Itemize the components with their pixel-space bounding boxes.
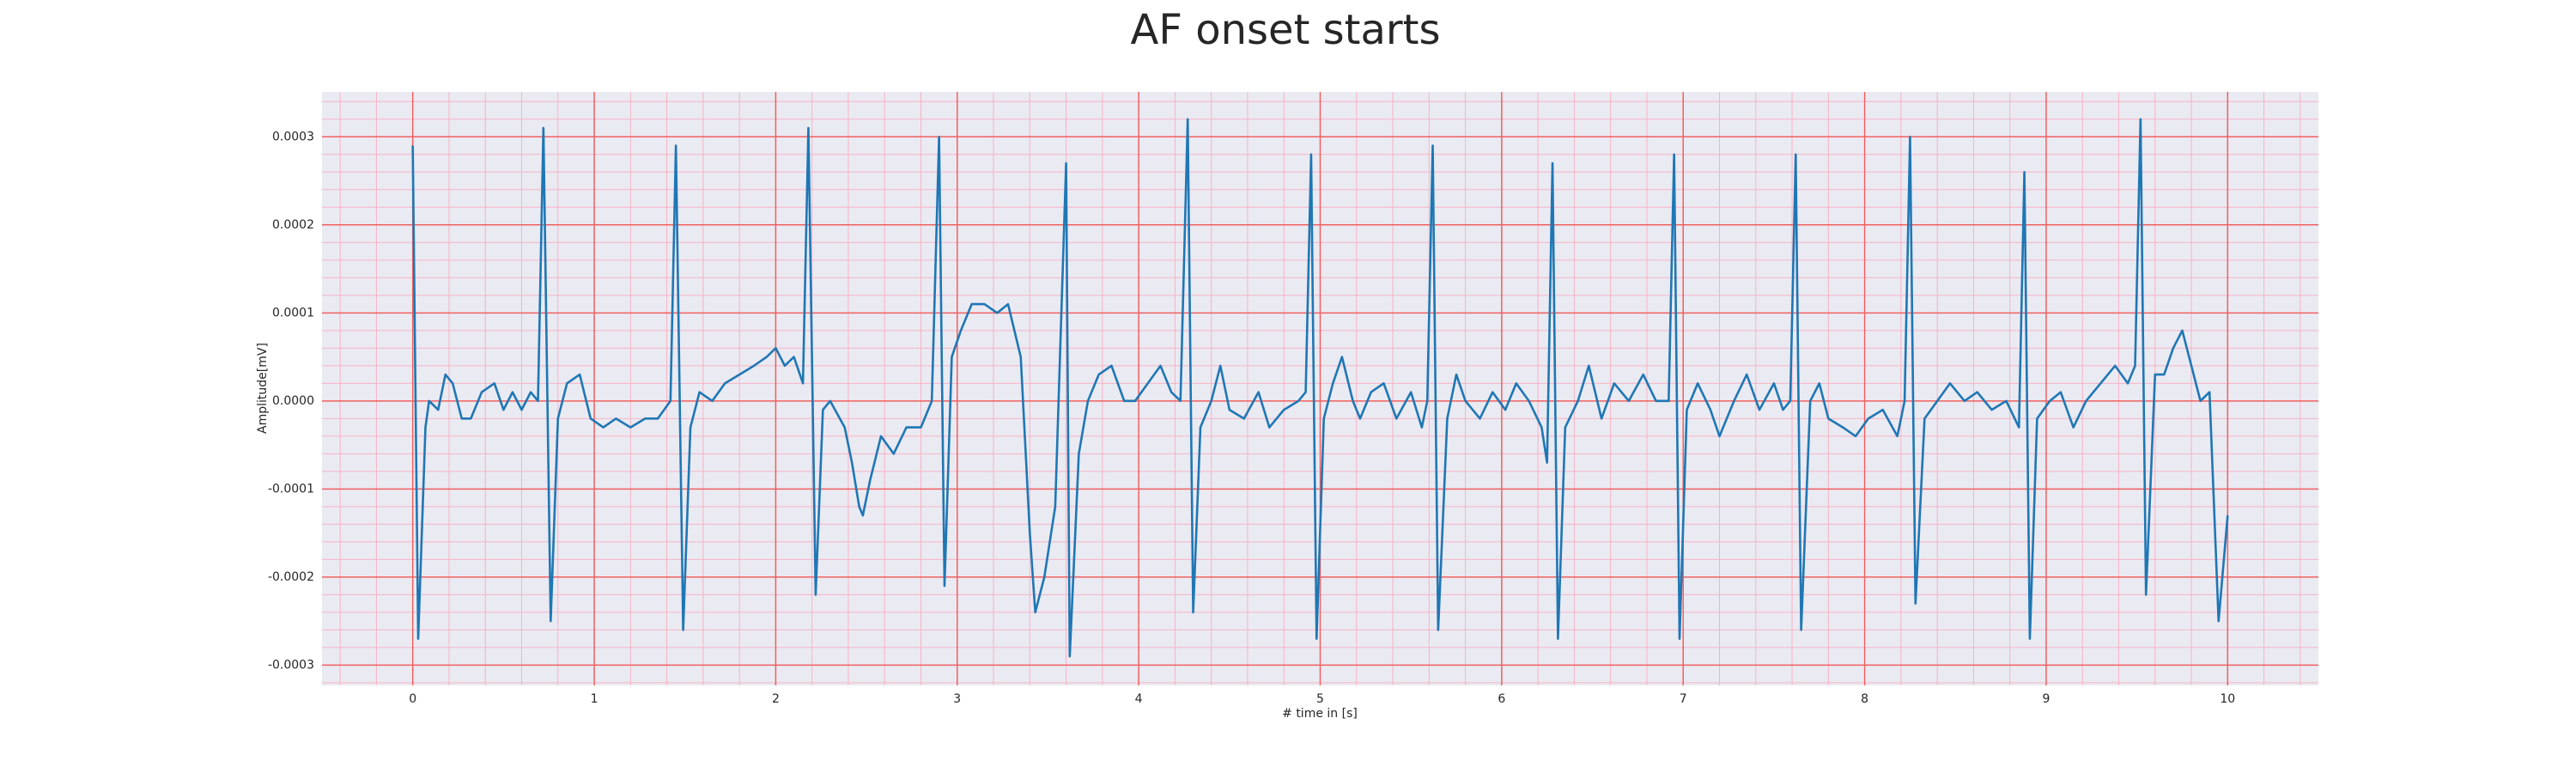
y-tick-label: 0.0000: [272, 394, 314, 408]
x-tick-label: 8: [1861, 692, 1868, 706]
y-tick-label: 0.0003: [272, 130, 314, 143]
y-tick-label: 0.0002: [272, 218, 314, 232]
signal-line: [411, 118, 2229, 658]
y-tick-label: -0.0002: [268, 570, 314, 584]
x-tick-label: 1: [591, 692, 598, 706]
y-tick-label: -0.0001: [268, 482, 314, 496]
x-tick-label: 9: [2042, 692, 2050, 706]
x-tick-label: 4: [1135, 692, 1143, 706]
x-tick-label: 2: [772, 692, 780, 706]
x-tick-label: 7: [1680, 692, 1687, 706]
x-axis-label: # time in [s]: [1282, 707, 1358, 721]
x-tick-label: 6: [1498, 692, 1505, 706]
chart-title: AF onset starts: [1131, 6, 1441, 54]
x-tick-label: 10: [2220, 692, 2235, 706]
x-tick-label: 0: [409, 692, 416, 706]
y-axis-label: Amplitude[mV]: [256, 343, 270, 434]
y-tick-label: -0.0003: [268, 658, 314, 672]
x-tick-label: 5: [1316, 692, 1324, 706]
y-tick-label: 0.0001: [272, 306, 314, 320]
x-tick-label: 3: [953, 692, 961, 706]
